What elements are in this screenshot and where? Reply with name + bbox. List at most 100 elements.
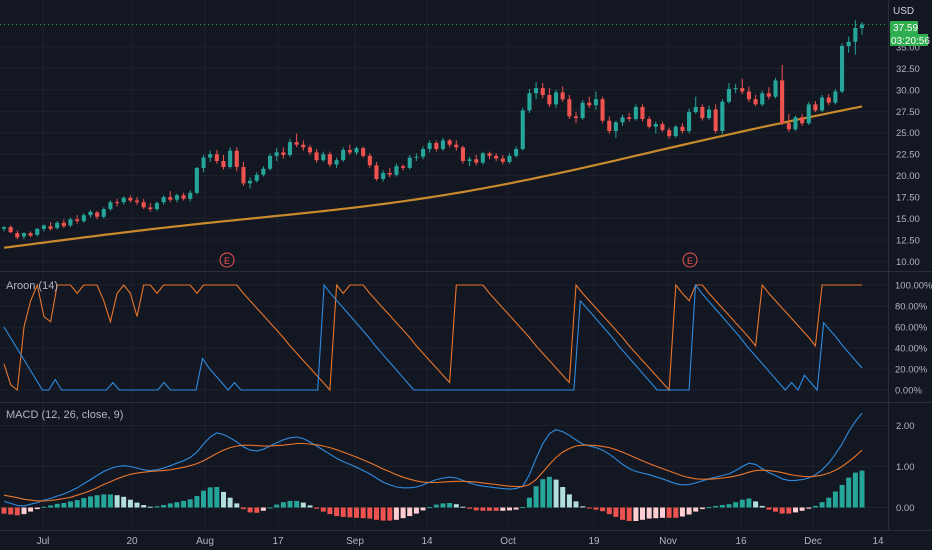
candle[interactable] bbox=[407, 155, 412, 170]
candle[interactable] bbox=[540, 82, 545, 99]
candle[interactable] bbox=[394, 163, 399, 177]
candle[interactable] bbox=[846, 36, 851, 53]
candle[interactable] bbox=[580, 100, 585, 120]
candle[interactable] bbox=[414, 153, 419, 162]
candle[interactable] bbox=[101, 207, 106, 219]
earnings-marker[interactable]: E bbox=[219, 252, 235, 268]
candle[interactable] bbox=[381, 170, 386, 182]
candle[interactable] bbox=[800, 113, 805, 126]
candle[interactable] bbox=[28, 231, 33, 238]
candle[interactable] bbox=[494, 153, 499, 162]
candle[interactable] bbox=[507, 153, 512, 164]
candle[interactable] bbox=[121, 196, 126, 205]
candle[interactable] bbox=[820, 94, 825, 113]
candle[interactable] bbox=[673, 124, 678, 138]
candle[interactable] bbox=[793, 115, 798, 131]
candle[interactable] bbox=[760, 90, 765, 107]
candle[interactable] bbox=[547, 88, 552, 107]
candle[interactable] bbox=[693, 96, 698, 114]
candle[interactable] bbox=[327, 151, 332, 168]
candle[interactable] bbox=[354, 146, 359, 156]
price-pane[interactable] bbox=[0, 20, 888, 249]
candle[interactable] bbox=[620, 114, 625, 126]
candle[interactable] bbox=[1, 226, 6, 232]
candle[interactable] bbox=[241, 161, 246, 186]
candle[interactable] bbox=[61, 219, 66, 228]
candle[interactable] bbox=[647, 116, 652, 129]
candle[interactable] bbox=[726, 82, 731, 104]
candle[interactable] bbox=[321, 151, 326, 162]
candle[interactable] bbox=[467, 156, 472, 167]
candle[interactable] bbox=[268, 153, 273, 171]
candle[interactable] bbox=[733, 83, 738, 94]
candle[interactable] bbox=[826, 94, 831, 106]
candle[interactable] bbox=[341, 147, 346, 162]
candle[interactable] bbox=[633, 104, 638, 121]
candle[interactable] bbox=[766, 87, 771, 100]
candle[interactable] bbox=[294, 133, 299, 148]
candle[interactable] bbox=[607, 116, 612, 134]
candle[interactable] bbox=[108, 200, 113, 211]
candle[interactable] bbox=[35, 227, 40, 237]
candle[interactable] bbox=[48, 221, 53, 231]
candle[interactable] bbox=[786, 113, 791, 132]
candle[interactable] bbox=[474, 155, 479, 166]
candle[interactable] bbox=[667, 127, 672, 139]
candle[interactable] bbox=[833, 88, 838, 105]
candle[interactable] bbox=[480, 151, 485, 165]
candle[interactable] bbox=[520, 107, 525, 151]
candle[interactable] bbox=[753, 94, 758, 107]
candle[interactable] bbox=[347, 144, 352, 156]
candle[interactable] bbox=[460, 145, 465, 164]
candle[interactable] bbox=[181, 192, 186, 201]
candle[interactable] bbox=[613, 120, 618, 138]
candle[interactable] bbox=[687, 108, 692, 134]
candle[interactable] bbox=[307, 144, 312, 156]
candle[interactable] bbox=[813, 100, 818, 113]
candle[interactable] bbox=[587, 96, 592, 108]
candle[interactable] bbox=[653, 121, 658, 134]
candle[interactable] bbox=[713, 104, 718, 134]
candle[interactable] bbox=[334, 157, 339, 168]
candle[interactable] bbox=[88, 209, 93, 218]
candle[interactable] bbox=[208, 150, 213, 162]
candle[interactable] bbox=[21, 232, 26, 240]
candle[interactable] bbox=[421, 146, 426, 160]
macd-pane[interactable] bbox=[1, 412, 865, 521]
candle[interactable] bbox=[746, 86, 751, 102]
candle[interactable] bbox=[95, 210, 100, 220]
candle[interactable] bbox=[41, 224, 46, 232]
candle[interactable] bbox=[853, 20, 858, 55]
candle[interactable] bbox=[248, 177, 253, 189]
candle[interactable] bbox=[427, 140, 432, 153]
candle[interactable] bbox=[148, 203, 153, 212]
candle[interactable] bbox=[314, 149, 319, 163]
candle[interactable] bbox=[567, 94, 572, 119]
candle[interactable] bbox=[141, 198, 146, 210]
candle[interactable] bbox=[573, 112, 578, 124]
candle[interactable] bbox=[627, 112, 632, 122]
candle[interactable] bbox=[660, 121, 665, 132]
candle[interactable] bbox=[527, 88, 532, 113]
candle[interactable] bbox=[254, 172, 259, 183]
candle[interactable] bbox=[447, 138, 452, 148]
candle[interactable] bbox=[194, 167, 199, 195]
candle[interactable] bbox=[859, 22, 864, 35]
candle[interactable] bbox=[773, 77, 778, 99]
candle[interactable] bbox=[806, 101, 811, 125]
candle[interactable] bbox=[188, 190, 193, 202]
candle[interactable] bbox=[600, 96, 605, 124]
candle[interactable] bbox=[700, 104, 705, 121]
candle[interactable] bbox=[500, 155, 505, 165]
candle[interactable] bbox=[128, 195, 133, 203]
candle[interactable] bbox=[168, 191, 173, 203]
candle[interactable] bbox=[374, 161, 379, 181]
candle[interactable] bbox=[81, 213, 86, 223]
candle[interactable] bbox=[135, 197, 140, 205]
candle[interactable] bbox=[560, 86, 565, 102]
candle[interactable] bbox=[840, 43, 845, 94]
candle[interactable] bbox=[514, 146, 519, 158]
candle[interactable] bbox=[780, 64, 785, 125]
candle[interactable] bbox=[161, 195, 166, 205]
